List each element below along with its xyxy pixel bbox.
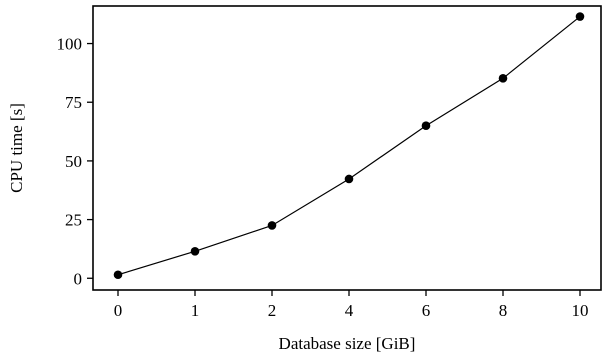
x-tick-label: 1: [191, 301, 200, 320]
x-axis-ticks: 0 1 2 4 6 8 10: [114, 290, 589, 320]
data-points: [113, 12, 585, 280]
y-tick-label: 75: [65, 93, 82, 112]
x-axis-title: Database size [GiB]: [279, 334, 416, 353]
data-point: [344, 174, 354, 184]
data-point: [267, 221, 277, 230]
y-tick-label: 100: [57, 35, 83, 54]
y-axis-ticks: 0 25 50 75 100: [57, 35, 93, 288]
data-point: [575, 12, 585, 21]
y-tick-label: 25: [65, 211, 82, 230]
y-tick-label: 50: [65, 152, 82, 171]
x-tick-label: 6: [422, 301, 431, 320]
x-tick-label: 4: [345, 301, 354, 320]
data-point: [498, 73, 508, 83]
y-axis-title: CPU time [s]: [7, 103, 26, 193]
data-point: [421, 121, 431, 131]
x-tick-label: 2: [268, 301, 277, 320]
data-point: [190, 246, 200, 256]
x-tick-label: 0: [114, 301, 123, 320]
x-tick-label: 8: [499, 301, 508, 320]
series-line: [117, 16, 581, 276]
plot-frame: [92, 5, 602, 291]
y-tick-label: 0: [74, 269, 83, 288]
data-point: [113, 270, 123, 280]
x-tick-label: 10: [572, 301, 589, 320]
